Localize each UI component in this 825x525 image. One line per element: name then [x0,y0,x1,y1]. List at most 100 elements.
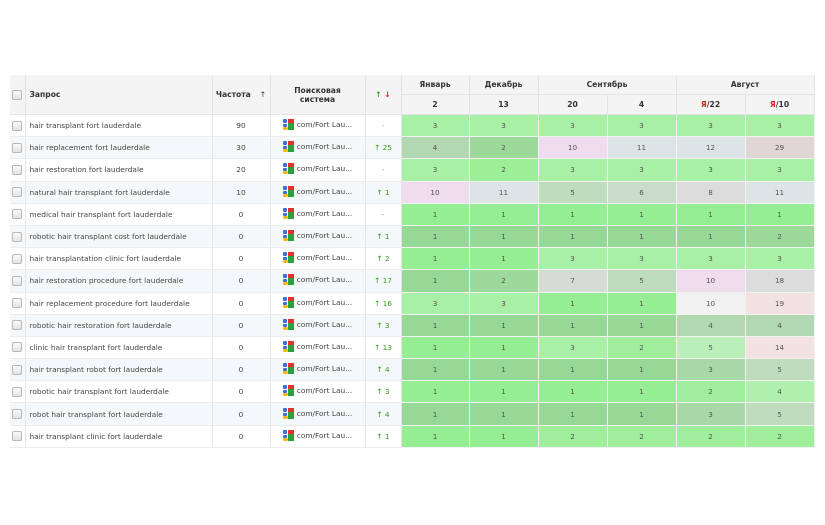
position-cell: 18 [745,269,815,293]
date-column-header[interactable]: Я/10 [745,94,815,115]
row-select-cell[interactable] [10,425,26,448]
position-cell: 10 [538,136,608,160]
search-engine-cell: com/Fort Lau... [270,181,366,204]
table-row[interactable]: hair restoration procedure fort lauderda… [10,269,815,293]
position-cell: 7 [538,269,608,293]
frequency-cell: 0 [212,247,271,271]
position-cell: 8 [676,181,746,204]
table-row[interactable]: hair transplant clinic fort lauderdale 0 … [10,425,815,448]
position-cell: 2 [469,158,539,182]
row-select-cell[interactable] [10,292,26,315]
search-engine-cell: com/Fort Lau... [270,136,366,160]
sort-ascending-icon[interactable]: ↑ [259,90,267,99]
table-row[interactable]: hair transplant robot fort lauderdale 0 c… [10,358,815,382]
table-row[interactable]: natural hair transplant fort lauderdale 1… [10,181,815,204]
position-cell: 1 [538,358,608,382]
row-checkbox[interactable] [12,120,23,131]
table-row[interactable]: medical hair transplant fort lauderdale 0… [10,203,815,226]
row-select-cell[interactable] [10,181,26,204]
frequency-cell: 90 [212,114,271,138]
row-select-cell[interactable] [10,402,26,426]
search-engine-label: com/Fort Lau... [296,386,353,396]
google-icon [282,163,294,175]
table-row[interactable]: clinic hair transplant fort lauderdale 0 … [10,336,815,360]
position-cell: 3 [469,114,539,138]
position-change-cell: ↑ 13 [365,336,402,360]
frequency-column-header[interactable]: Частота ↑ [212,75,271,115]
position-cell: 2 [745,425,815,448]
month-header: Сентябрь [538,75,677,95]
google-icon [282,230,294,242]
month-header: Декабрь [469,75,539,95]
search-engine-label: com/Fort Lau... [296,142,353,152]
row-checkbox[interactable] [12,298,23,309]
table-row[interactable]: hair restoration fort lauderdale 20 com/F… [10,158,815,182]
row-checkbox[interactable] [12,320,23,331]
position-cell: 2 [469,269,539,293]
position-cell: 3 [401,292,470,315]
row-checkbox[interactable] [12,253,23,264]
change-column-header[interactable]: ↑ ↓ [365,75,402,115]
position-cell: 1 [401,247,470,271]
row-checkbox[interactable] [12,364,23,375]
table-row[interactable]: robot hair transplant fort lauderdale 0 c… [10,402,815,426]
search-engine-label: com/Fort Lau... [296,275,353,285]
position-cell: 1 [607,380,677,404]
position-cell: 5 [676,336,746,360]
row-checkbox[interactable] [12,409,23,420]
row-select-cell[interactable] [10,358,26,382]
position-change-cell: ↑ 1 [365,225,402,249]
date-column-header[interactable]: Я/22 [676,94,746,115]
position-cell: 3 [676,247,746,271]
date-column-header[interactable]: 4 [607,94,677,115]
row-select-cell[interactable] [10,158,26,182]
table-row[interactable]: robotic hair restoration fort lauderdale… [10,314,815,337]
table-row[interactable]: robotic hair transplant fort lauderdale 0… [10,380,815,404]
row-checkbox[interactable] [12,164,23,175]
row-select-cell[interactable] [10,314,26,337]
position-cell: 10 [676,269,746,293]
row-select-cell[interactable] [10,269,26,293]
query-column-header[interactable]: Запрос [25,75,213,115]
search-engine-cell: com/Fort Lau... [270,314,366,337]
row-select-cell[interactable] [10,225,26,249]
date-column-header[interactable]: 2 [401,94,470,115]
row-checkbox[interactable] [12,342,23,353]
table-row[interactable]: hair replacement fort lauderdale 30 com/F… [10,136,815,160]
month-header: Январь [401,75,470,95]
row-checkbox[interactable] [12,431,23,442]
row-checkbox[interactable] [12,231,23,242]
row-select-cell[interactable] [10,380,26,404]
arrow-up-icon: ↑ [374,276,381,286]
row-select-cell[interactable] [10,136,26,160]
select-all-cell[interactable] [10,75,26,115]
position-cell: 3 [745,158,815,182]
yandex-icon: Я [700,100,707,109]
row-checkbox[interactable] [12,142,23,153]
row-select-cell[interactable] [10,114,26,138]
query-cell: hair restoration fort lauderdale [25,158,213,182]
table-row[interactable]: hair replacement procedure fort lauderda… [10,292,815,315]
row-select-cell[interactable] [10,247,26,271]
position-cell: 3 [745,114,815,138]
row-select-cell[interactable] [10,336,26,360]
date-column-header[interactable]: 20 [538,94,608,115]
position-cell: 1 [469,203,539,226]
row-checkbox[interactable] [12,275,23,286]
query-cell: hair transplantation clinic fort lauderd… [25,247,213,271]
position-cell: 1 [607,225,677,249]
select-all-checkbox[interactable] [12,89,23,100]
query-cell: hair replacement procedure fort lauderda… [25,292,213,315]
date-column-header[interactable]: 13 [469,94,539,115]
google-icon [282,340,294,352]
row-checkbox[interactable] [12,209,23,220]
position-cell: 3 [469,292,539,315]
row-checkbox[interactable] [12,187,23,198]
row-select-cell[interactable] [10,203,26,226]
position-cell: 4 [745,380,815,404]
table-row[interactable]: hair transplantation clinic fort lauderd… [10,247,815,271]
row-checkbox[interactable] [12,386,23,397]
frequency-cell: 0 [212,336,271,360]
table-row[interactable]: hair transplant fort lauderdale 90 com/Fo… [10,114,815,138]
table-row[interactable]: robotic hair transplant cost fort lauder… [10,225,815,249]
